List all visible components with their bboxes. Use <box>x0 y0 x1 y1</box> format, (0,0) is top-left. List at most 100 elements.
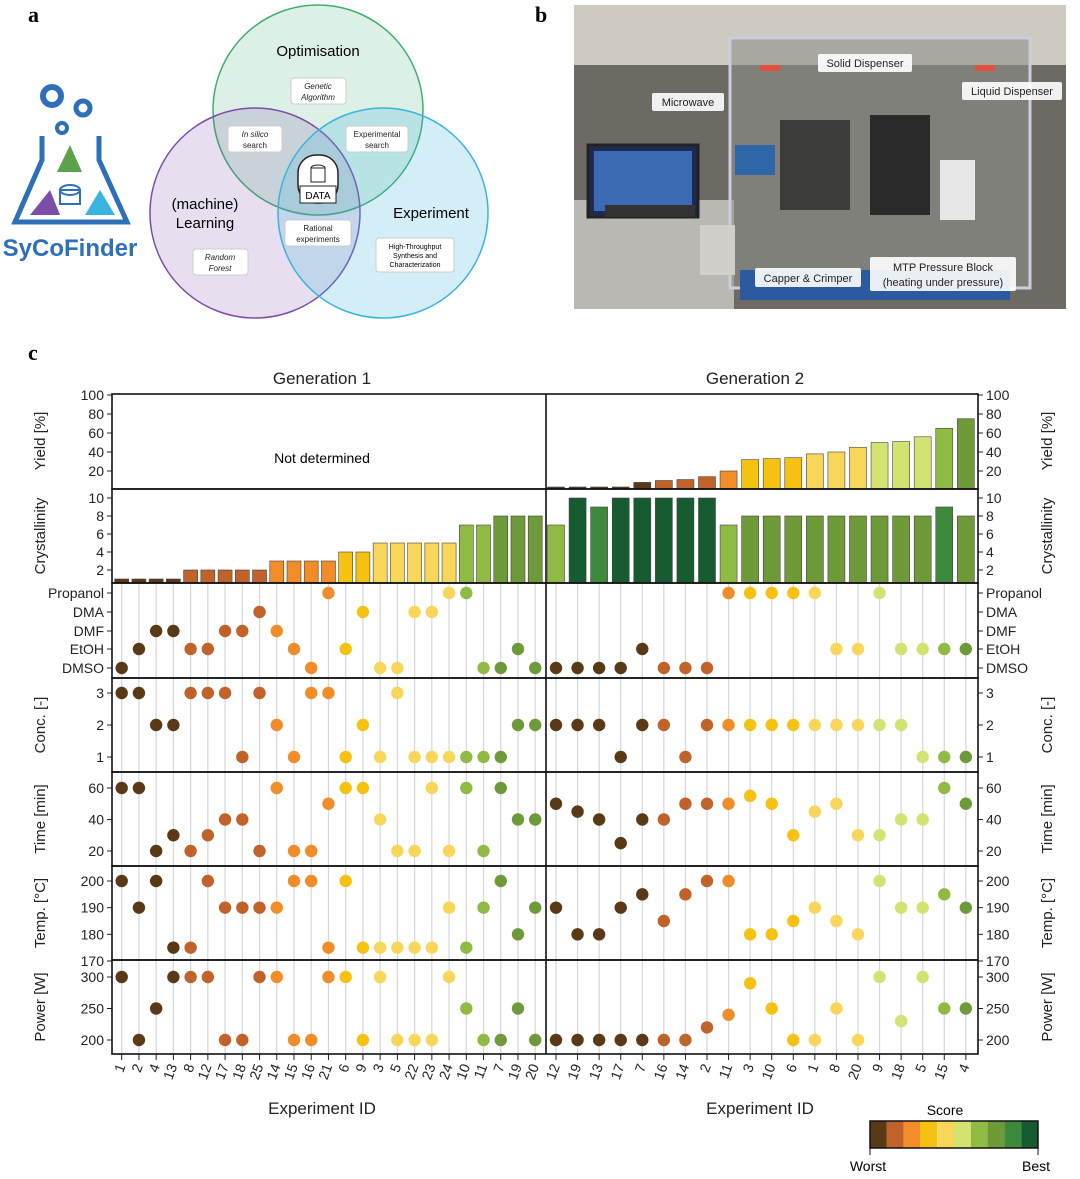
y-tick-label-crystallinity: 2 <box>96 562 104 578</box>
power-point <box>408 1033 421 1047</box>
temp-point <box>830 914 843 928</box>
crystallinity-bar <box>590 506 608 584</box>
conc-point <box>494 750 507 764</box>
svg-text:Capper & Crimper: Capper & Crimper <box>764 273 853 285</box>
solvent-point <box>529 661 542 675</box>
temp-point <box>938 888 951 901</box>
conc-point <box>270 718 283 732</box>
x-tick-label: 6 <box>335 1061 353 1074</box>
x-tick-label: 15 <box>931 1061 951 1081</box>
time-point <box>477 844 490 858</box>
crystallinity-bar <box>441 542 457 584</box>
temp-point <box>477 901 490 914</box>
crystallinity-bar <box>676 497 695 584</box>
yield-bar <box>719 470 738 490</box>
subplot-frame <box>111 488 979 584</box>
solvent-point <box>765 586 778 600</box>
solvent-point <box>149 624 163 638</box>
x-tick-label: 20 <box>844 1061 864 1081</box>
solvent-label: DMF <box>74 623 104 639</box>
photo-label-liquid-dispenser: Liquid Dispenser <box>962 82 1062 100</box>
power-point <box>253 970 266 984</box>
time-point <box>636 813 649 826</box>
crystallinity-bar <box>235 569 250 584</box>
svg-text:Random: Random <box>205 253 236 262</box>
yield-bar <box>957 418 975 490</box>
conc-point <box>808 718 822 732</box>
crystallinity-bar <box>303 560 319 584</box>
solvent-label: DMSO <box>62 660 104 676</box>
solvent-point <box>511 642 525 656</box>
temp-point <box>408 941 421 954</box>
y-tick-label-power: 250 <box>81 1001 105 1017</box>
solvent-point <box>373 661 387 675</box>
conc-point <box>132 686 146 700</box>
time-point <box>494 781 507 795</box>
time-point <box>201 829 215 842</box>
crystallinity-bar <box>784 515 803 584</box>
svg-text:Rational: Rational <box>303 224 333 233</box>
time-point <box>511 813 525 826</box>
x-tick-label: 11 <box>715 1061 735 1080</box>
power-point <box>743 977 757 990</box>
y-label-temp-left: Temp. [°C] <box>32 878 49 948</box>
yield-bar <box>633 482 652 490</box>
svg-text:MTP Pressure Block: MTP Pressure Block <box>893 262 994 274</box>
conc-point <box>460 750 473 764</box>
temp-point <box>425 941 439 954</box>
power-point <box>851 1033 865 1047</box>
temp-point <box>201 874 215 888</box>
power-point <box>270 970 283 984</box>
solvent-point <box>477 661 490 675</box>
sycofinder-logo-icon <box>11 84 131 225</box>
power-point <box>787 1033 800 1047</box>
power-point <box>494 1033 507 1047</box>
temp-point <box>253 901 266 914</box>
power-point <box>765 1002 778 1015</box>
solvent-point <box>494 661 507 675</box>
temp-point <box>132 901 146 914</box>
x-tick-label: 15 <box>280 1061 300 1081</box>
solvent-point <box>938 642 951 656</box>
temp-point <box>851 928 865 941</box>
x-tick-label: 21 <box>315 1061 335 1081</box>
temp-point <box>236 901 249 914</box>
time-point <box>592 813 606 826</box>
crystallinity-bar <box>510 515 526 584</box>
conc-point <box>115 686 128 700</box>
svg-text:search: search <box>243 141 267 150</box>
power-point <box>894 1014 908 1028</box>
photo-label-mtp-pressure-block: MTP Pressure Block (heating under pressu… <box>870 257 1016 291</box>
temp-point <box>636 888 649 901</box>
x-tick-label: 9 <box>869 1061 887 1074</box>
crystallinity-bar <box>849 515 867 584</box>
power-point <box>477 1033 490 1047</box>
y-tick-label-temp: 200 <box>986 873 1010 889</box>
solvent-point <box>167 624 180 638</box>
solvent-point <box>700 661 714 675</box>
y-tick-label-crystallinity: 10 <box>986 490 1002 506</box>
y-tick-label-time: 60 <box>986 780 1002 796</box>
y-label-time-left: Time [min] <box>32 784 49 853</box>
time-point <box>339 781 352 795</box>
x-tick-label: 14 <box>672 1061 692 1081</box>
y-tick-label-crystallinity: 6 <box>986 526 994 542</box>
y-tick-label-crystallinity: 4 <box>96 544 104 560</box>
conc-point <box>477 750 490 764</box>
x-tick-label: 18 <box>229 1061 249 1081</box>
x-tick-label: 8 <box>826 1061 844 1074</box>
crystallinity-bar <box>338 551 353 584</box>
venn-label-experiment: Experiment <box>393 205 470 222</box>
conc-point <box>339 750 352 764</box>
solvent-label: EtOH <box>986 641 1020 657</box>
time-point <box>460 781 473 795</box>
x-tick-label: 16 <box>298 1061 318 1081</box>
photo-label-solid-dispenser: Solid Dispenser <box>818 54 912 72</box>
time-point <box>700 797 714 810</box>
conc-point <box>765 718 778 732</box>
y-label-power-right: Power [W] <box>1039 972 1056 1041</box>
x-axis-label-gen1: Experiment ID <box>268 1099 376 1118</box>
temp-point <box>305 874 318 888</box>
yield-bar <box>935 427 954 490</box>
colorbar-frame <box>869 1120 1039 1149</box>
